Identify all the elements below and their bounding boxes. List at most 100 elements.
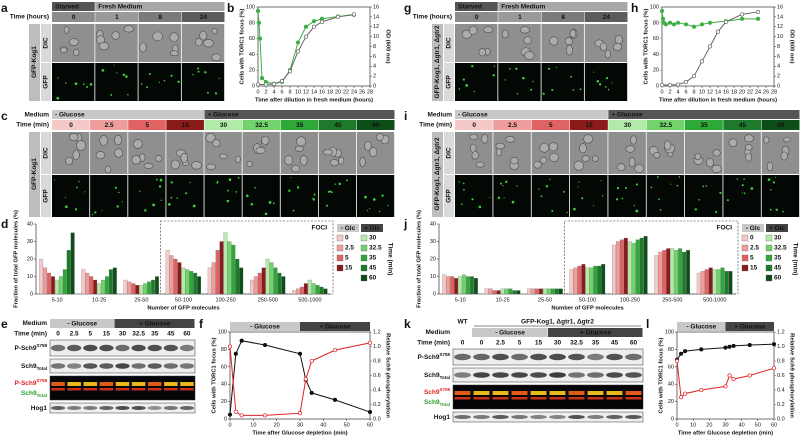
gfp-spot <box>159 178 163 182</box>
band <box>83 363 98 369</box>
gfp-spot <box>678 176 681 178</box>
data-point <box>678 351 684 356</box>
condition-label: + Glucose <box>580 330 612 337</box>
cell <box>539 157 548 164</box>
gfp-spot <box>670 183 672 185</box>
gfp-spot <box>176 197 178 199</box>
gfp-spot <box>621 197 624 200</box>
time-value: 15 <box>535 340 543 347</box>
cell <box>143 163 154 169</box>
gfp-spot <box>573 207 576 211</box>
data-point <box>691 74 697 79</box>
cell <box>599 42 608 51</box>
y-tick-label: 20 <box>430 256 436 262</box>
data-point <box>699 59 705 64</box>
gfp-spot <box>64 196 66 198</box>
row-label-bg <box>41 24 51 62</box>
data-point <box>287 69 293 74</box>
bar <box>627 241 632 295</box>
gfp-spot <box>492 74 495 77</box>
band <box>454 391 471 395</box>
band <box>163 363 178 369</box>
cell <box>744 134 754 143</box>
bar <box>177 262 182 295</box>
band <box>131 388 146 391</box>
cell <box>496 148 502 157</box>
gfp-spot <box>158 185 162 188</box>
gfp-spot <box>705 185 708 187</box>
band <box>164 388 178 391</box>
bar <box>155 276 159 295</box>
gfp-spot <box>593 71 595 73</box>
medium-label: Medium <box>427 112 452 119</box>
cell <box>376 133 384 141</box>
x-tick-label: 50-100 <box>175 297 192 303</box>
cell <box>199 30 208 41</box>
bar <box>666 248 671 295</box>
gfp-spot <box>465 83 469 87</box>
x-tick-label: 10-25 <box>92 297 106 303</box>
bar <box>704 269 709 295</box>
panel-letter: f <box>199 317 204 331</box>
legend-swatch <box>336 264 344 272</box>
cell <box>712 149 721 157</box>
y2-axis-label: Relative Sch9 phosphorylation <box>788 333 794 418</box>
time-value: 2.5 <box>70 331 79 338</box>
gfp-spot <box>364 195 367 199</box>
cell <box>519 26 531 34</box>
gfp-spot <box>555 66 558 68</box>
bar <box>307 279 312 295</box>
y2-tick-label: 0.0 <box>777 416 785 422</box>
strain-bg <box>432 24 443 101</box>
bar <box>639 237 644 295</box>
bar <box>165 250 170 295</box>
bar <box>585 267 590 295</box>
bar <box>612 244 616 295</box>
row-label: GFP <box>446 189 453 203</box>
data-point <box>239 413 244 418</box>
x-tick-label: 10 <box>699 89 705 95</box>
x-tick-label: 24 <box>755 89 761 95</box>
y-tick-label: 60 <box>653 36 659 42</box>
time-box <box>685 120 723 130</box>
band <box>163 406 178 410</box>
bar <box>89 276 94 295</box>
data-point <box>699 22 705 27</box>
time-box <box>455 120 493 130</box>
gfp-spot <box>290 177 292 179</box>
band <box>511 372 528 378</box>
gfp-spot <box>579 88 582 91</box>
gfp-spot <box>76 186 78 189</box>
condition-bar <box>498 2 628 11</box>
gfp-image <box>608 175 646 217</box>
cell <box>469 133 479 141</box>
time-label: 8 <box>158 14 162 21</box>
data-point <box>297 351 303 356</box>
gfp-spot <box>616 186 620 190</box>
y-tick-label: 60 <box>249 36 255 42</box>
cell <box>569 29 577 38</box>
bar <box>712 269 717 295</box>
band <box>50 363 66 369</box>
y2-tick-label: 1.0 <box>777 344 785 350</box>
bar <box>173 258 178 295</box>
gfp-spot <box>118 191 120 194</box>
gfp-spot <box>633 205 636 207</box>
cell <box>475 161 485 168</box>
x-tick-label: 20 <box>274 422 280 428</box>
gfp-spot <box>505 180 508 183</box>
band <box>163 344 178 352</box>
bar <box>101 279 105 295</box>
panel-letter: a <box>1 1 8 15</box>
data-point <box>674 358 680 364</box>
gfp-spot <box>156 178 158 181</box>
band <box>530 372 547 378</box>
condition-bar <box>300 322 370 331</box>
cell <box>483 26 494 34</box>
band <box>99 388 114 391</box>
bar <box>292 290 296 295</box>
gfp-spot <box>767 178 771 181</box>
y-tick-label: 30 <box>27 239 33 245</box>
time-label: 60 <box>372 122 380 129</box>
gfp-spot <box>148 73 151 75</box>
